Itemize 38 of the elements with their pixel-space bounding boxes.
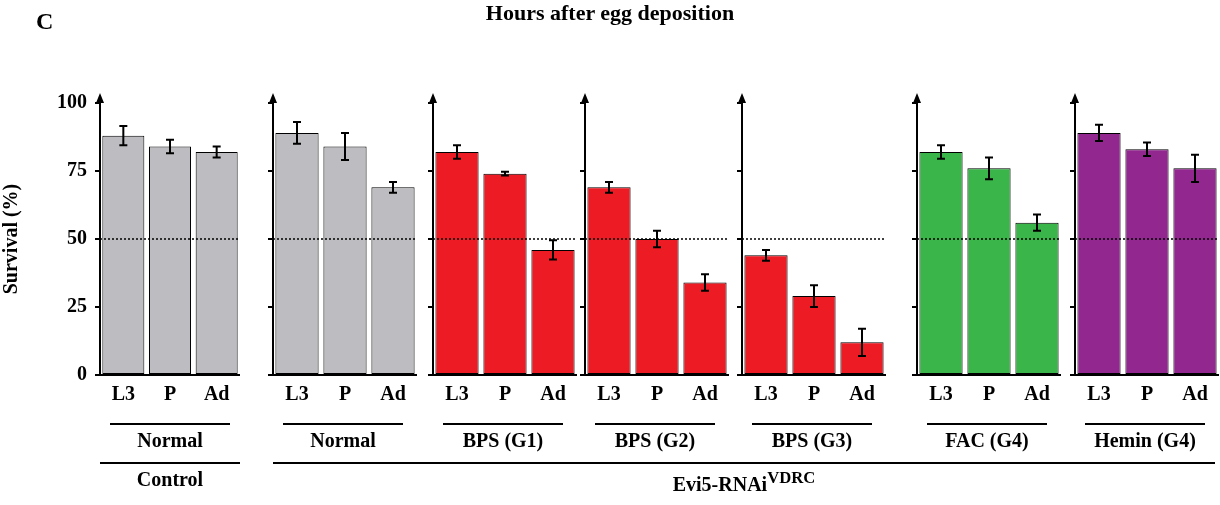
y-tick-label: 25: [67, 294, 87, 317]
y-tick-label: 0: [77, 362, 87, 385]
x-tick-label: P: [650, 382, 664, 405]
text: Hours after egg deposition: [485, 0, 735, 25]
x-axis-title: Normal: [309, 429, 377, 452]
x-tick-label: L3: [285, 382, 309, 405]
text: C: [36, 8, 54, 35]
x-tick-label: P: [1140, 382, 1154, 405]
x-axis-title: Normal: [136, 429, 204, 452]
x-axis-title: BPS (G2): [613, 429, 697, 452]
y-tick-label: 100: [57, 90, 87, 113]
x-tick-label: L3: [597, 382, 621, 405]
x-tick-label: L3: [929, 382, 953, 405]
x-tick-label: L3: [1087, 382, 1111, 405]
x-tick-label: P: [807, 382, 821, 405]
x-tick-label: Ad: [692, 382, 718, 405]
x-tick-label: Ad: [1182, 382, 1208, 405]
x-axis-title: FAC (G4): [944, 429, 1030, 452]
text: Control: [135, 468, 205, 491]
x-tick-label: P: [338, 382, 352, 405]
x-axis-title: BPS (G1): [461, 429, 545, 452]
x-tick-label: L3: [111, 382, 136, 405]
x-tick-label: P: [982, 382, 996, 405]
y-tick-label: 75: [67, 158, 87, 181]
x-tick-label: Ad: [849, 382, 875, 405]
x-tick-label: Ad: [1024, 382, 1050, 405]
x-tick-label: Ad: [540, 382, 566, 405]
y-axis-title: Survival (%): [0, 183, 23, 295]
x-axis-title: Hemin (G4): [1093, 429, 1197, 452]
x-tick-label: L3: [754, 382, 778, 405]
text: Evi5-RNAi$^{VDRC}$: [671, 468, 817, 496]
y-tick-label: 50: [67, 226, 87, 249]
x-axis-title: BPS (G3): [770, 429, 854, 452]
x-tick-label: Ad: [380, 382, 406, 405]
x-tick-label: P: [163, 382, 177, 405]
x-tick-label: L3: [445, 382, 469, 405]
x-tick-label: P: [498, 382, 512, 405]
x-tick-label: Ad: [203, 382, 230, 405]
